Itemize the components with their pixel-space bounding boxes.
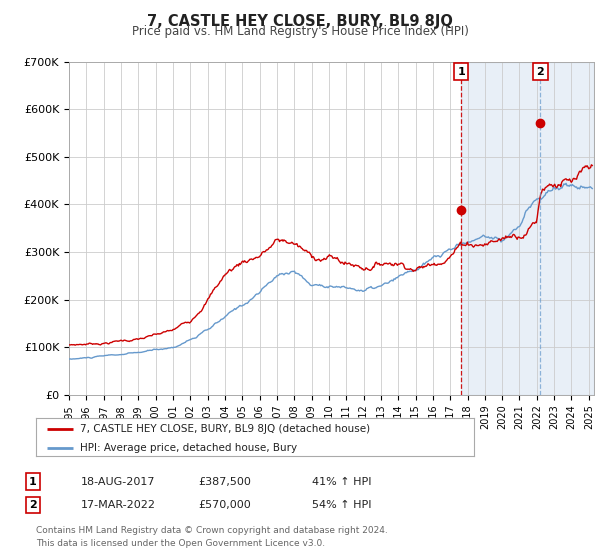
Text: Price paid vs. HM Land Registry's House Price Index (HPI): Price paid vs. HM Land Registry's House … bbox=[131, 25, 469, 38]
Bar bbox=[461, 62, 594, 395]
Text: 54% ↑ HPI: 54% ↑ HPI bbox=[312, 500, 371, 510]
Text: 7, CASTLE HEY CLOSE, BURY, BL9 8JQ: 7, CASTLE HEY CLOSE, BURY, BL9 8JQ bbox=[147, 14, 453, 29]
Text: £570,000: £570,000 bbox=[198, 500, 251, 510]
Text: 7, CASTLE HEY CLOSE, BURY, BL9 8JQ (detached house): 7, CASTLE HEY CLOSE, BURY, BL9 8JQ (deta… bbox=[80, 423, 370, 433]
Text: HPI: Average price, detached house, Bury: HPI: Average price, detached house, Bury bbox=[80, 442, 297, 452]
Text: This data is licensed under the Open Government Licence v3.0.: This data is licensed under the Open Gov… bbox=[36, 539, 325, 548]
Text: Contains HM Land Registry data © Crown copyright and database right 2024.: Contains HM Land Registry data © Crown c… bbox=[36, 526, 388, 535]
Text: 17-MAR-2022: 17-MAR-2022 bbox=[81, 500, 156, 510]
Text: 1: 1 bbox=[29, 477, 37, 487]
Text: 18-AUG-2017: 18-AUG-2017 bbox=[81, 477, 155, 487]
Text: 2: 2 bbox=[29, 500, 37, 510]
Text: 1: 1 bbox=[457, 67, 465, 77]
Text: 41% ↑ HPI: 41% ↑ HPI bbox=[312, 477, 371, 487]
Text: 2: 2 bbox=[536, 67, 544, 77]
Text: £387,500: £387,500 bbox=[198, 477, 251, 487]
